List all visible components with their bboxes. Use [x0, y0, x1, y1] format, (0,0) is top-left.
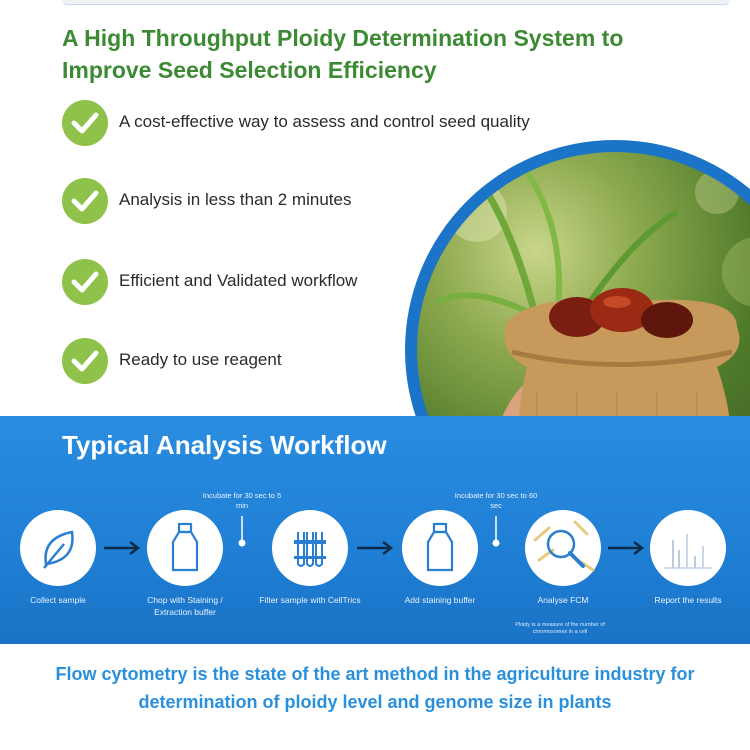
incubation-label: Incubate for 30 sec to 5 min — [202, 491, 282, 510]
leaf-icon — [43, 530, 74, 569]
checkmark-icon — [62, 338, 108, 384]
ploidy-note: Ploidy is a measure of the number of chr… — [515, 622, 605, 635]
feature-text: Analysis in less than 2 minutes — [119, 190, 352, 209]
arrow-right-icon — [608, 541, 645, 555]
top-rule — [62, 0, 730, 5]
checkmark-icon — [62, 178, 108, 224]
step-label: Chop with Staining / Extraction buffer — [147, 595, 223, 617]
step-collect — [20, 510, 96, 586]
checkmark-icon — [62, 259, 108, 305]
feature-item: Analysis in less than 2 minutes — [62, 178, 422, 226]
timer-pin-icon — [238, 516, 246, 547]
arrow-right-icon — [357, 541, 394, 555]
bottle-icon — [426, 522, 454, 572]
feature-text: Ready to use reagent — [119, 350, 282, 369]
step-label: Filter sample with CellTrics — [259, 595, 361, 605]
checkmark-icon — [62, 100, 108, 146]
page-title: A High Throughput Ploidy Determination S… — [62, 25, 624, 83]
workflow-title: Typical Analysis Workflow — [62, 430, 387, 460]
step-report — [650, 510, 726, 586]
step-chop — [147, 510, 223, 586]
timer-pin-icon — [492, 516, 500, 547]
step-label: Analyse FCM — [537, 595, 589, 605]
feature-item: A cost-effective way to assess and contr… — [62, 100, 530, 148]
step-label: Report the results — [654, 595, 722, 605]
step-label: Collect sample — [30, 595, 86, 605]
bottle-icon — [171, 522, 199, 572]
step-label: Add staining buffer — [404, 595, 476, 605]
feature-text: A cost-effective way to assess and contr… — [119, 112, 530, 131]
feature-item: Ready to use reagent — [62, 338, 422, 386]
feature-text: Efficient and Validated workflow — [119, 271, 358, 290]
incubation-label: Incubate for 30 sec to 60 sec — [454, 491, 538, 510]
step-analyse — [525, 510, 601, 586]
workflow-band — [0, 416, 750, 644]
feature-item: Efficient and Validated workflow — [62, 259, 422, 307]
tubes-icon — [294, 532, 326, 567]
magnifier-icon — [533, 520, 595, 572]
histogram-icon — [664, 534, 712, 569]
step-filter — [272, 510, 348, 586]
footer-statement: Flow cytometry is the state of the art m… — [55, 664, 695, 712]
arrow-right-icon — [104, 541, 141, 555]
step-add-buffer — [402, 510, 478, 586]
